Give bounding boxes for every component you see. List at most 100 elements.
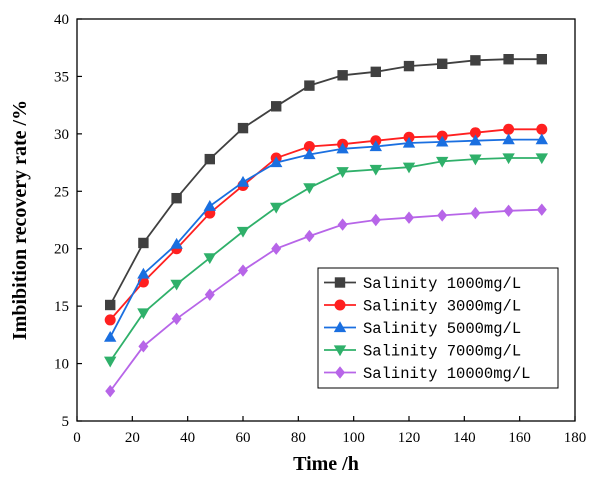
- square-marker: [304, 80, 315, 91]
- triangle-down-marker: [333, 345, 347, 357]
- x-axis-title: Time /h: [293, 453, 359, 475]
- legend-label: Salinity 10000mg/L: [363, 365, 530, 383]
- circle-marker: [469, 127, 481, 139]
- diamond-marker: [370, 213, 381, 227]
- triangle-up-marker: [369, 140, 382, 152]
- square-marker: [334, 277, 346, 288]
- triangle-up-marker: [336, 142, 349, 154]
- triangle-down-marker: [336, 167, 349, 178]
- circle-marker: [104, 314, 116, 326]
- diamond-marker: [503, 204, 514, 218]
- triangle-up-marker: [535, 133, 548, 145]
- triangle-down-marker: [236, 226, 250, 238]
- y-axis-title: Imbibition recovery rate /%: [9, 100, 31, 340]
- diamond-marker: [105, 384, 116, 398]
- y-tick-label: 40: [54, 12, 69, 28]
- square-marker: [536, 54, 547, 65]
- triangle-up-marker: [402, 136, 416, 148]
- series-group: [105, 54, 547, 311]
- square-marker: [271, 101, 282, 112]
- diamond-marker: [536, 203, 547, 216]
- legend-label: Salinity 3000mg/L: [363, 298, 521, 316]
- triangle-down-marker: [402, 162, 416, 174]
- triangle-down-marker: [137, 308, 150, 320]
- y-tick-label: 35: [54, 69, 69, 85]
- square-marker: [470, 55, 481, 66]
- triangle-down-marker: [270, 202, 283, 214]
- x-tick-label: 140: [453, 430, 476, 446]
- series-group: [105, 203, 547, 398]
- y-tick-label: 15: [54, 299, 69, 315]
- triangle-up-marker: [469, 134, 482, 146]
- triangle-down-marker: [104, 356, 117, 368]
- legend: Salinity 1000mg/L Salinity 3000mg/L Salini…: [317, 267, 559, 389]
- diamond-marker: [337, 218, 348, 231]
- triangle-up-marker: [203, 200, 216, 211]
- x-tick-label: 60: [236, 430, 251, 446]
- triangle-down-marker: [436, 156, 449, 168]
- circle-marker: [303, 140, 315, 152]
- square-marker: [171, 192, 182, 204]
- square-marker: [237, 122, 249, 134]
- series-line: [109, 58, 542, 306]
- legend-label: Salinity 7000mg/L: [363, 343, 521, 361]
- triangle-down-marker: [369, 164, 382, 176]
- diamond-marker: [335, 366, 345, 379]
- x-tick-label: 40: [180, 430, 195, 446]
- triangle-up-marker: [436, 135, 449, 147]
- triangle-up-marker: [270, 156, 283, 168]
- square-marker: [437, 58, 448, 69]
- x-tick-label: 80: [291, 430, 306, 446]
- square-marker: [403, 60, 415, 72]
- triangle-down-marker: [303, 183, 316, 195]
- circle-marker: [503, 123, 515, 135]
- triangle-up-marker: [236, 175, 250, 187]
- ticks-layer: 0 20 40 60 80 100 120 140 160 180 5 10 15 20 25 30 35 40: [54, 12, 586, 446]
- diamond-marker: [204, 288, 215, 301]
- series-line: [109, 138, 542, 338]
- triangle-down-marker: [170, 279, 183, 291]
- triangle-down-marker: [469, 154, 482, 166]
- series-group: [104, 133, 548, 342]
- x-tick-label: 120: [398, 430, 421, 446]
- triangle-up-marker: [104, 330, 117, 342]
- diamond-marker: [470, 206, 481, 220]
- x-tick-label: 180: [564, 430, 587, 446]
- x-tick-label: 160: [508, 430, 531, 446]
- diamond-marker: [238, 264, 248, 277]
- plot-frame: [76, 18, 576, 422]
- square-marker: [370, 66, 381, 78]
- triangle-down-marker: [502, 153, 515, 165]
- triangle-down-marker: [203, 253, 216, 265]
- triangle-up-marker: [170, 237, 183, 249]
- diamond-marker: [404, 211, 414, 224]
- series-line: [109, 208, 542, 392]
- diamond-marker: [304, 229, 315, 243]
- circle-marker: [334, 299, 346, 311]
- triangle-up-marker: [137, 267, 150, 279]
- square-marker: [337, 70, 348, 81]
- series-layer: [104, 54, 548, 398]
- legend-box: [317, 267, 559, 389]
- x-tick-label: 0: [73, 430, 81, 446]
- y-tick-label: 30: [54, 127, 69, 143]
- y-tick-label: 10: [54, 357, 69, 373]
- y-tick-label: 25: [54, 184, 69, 200]
- y-tick-label: 20: [54, 242, 69, 258]
- diamond-marker: [271, 242, 282, 255]
- circle-marker: [536, 123, 548, 135]
- legend-label: Salinity 5000mg/L: [363, 320, 521, 338]
- square-marker: [204, 153, 215, 165]
- triangle-up-marker: [333, 321, 347, 333]
- series-group: [104, 153, 548, 368]
- y-tick-label: 5: [62, 414, 70, 430]
- series-line: [109, 128, 542, 321]
- x-tick-label: 20: [125, 430, 140, 446]
- diamond-marker: [437, 209, 448, 222]
- diamond-marker: [138, 340, 149, 353]
- square-marker: [105, 299, 116, 311]
- square-marker: [138, 237, 149, 249]
- triangle-up-marker: [502, 133, 515, 145]
- triangle-down-marker: [535, 153, 548, 165]
